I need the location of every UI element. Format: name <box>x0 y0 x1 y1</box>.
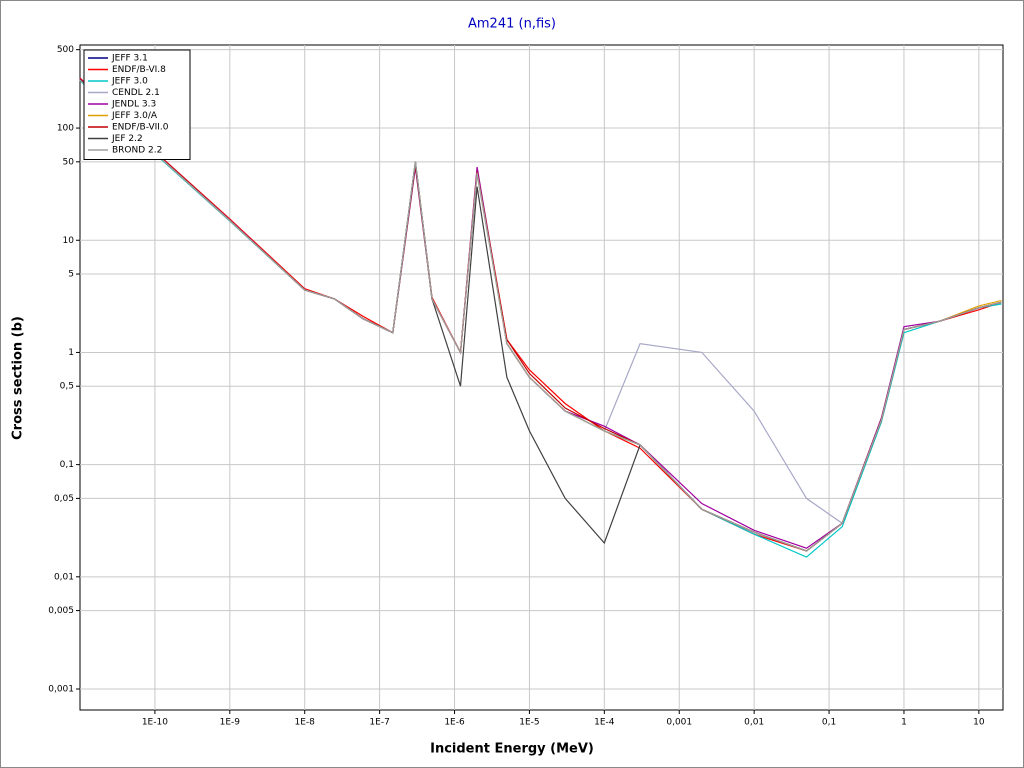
chart-title: Am241 (n,fis) <box>468 17 556 32</box>
legend-label: ENDF/B-VII.0 <box>112 123 169 133</box>
x-tick-label: 1E-7 <box>369 718 389 728</box>
x-tick-label: 1E-9 <box>220 718 241 728</box>
x-axis-label: Incident Energy (MeV) <box>430 742 594 757</box>
y-tick-label: 0,5 <box>60 382 74 392</box>
legend-label: BROND 2.2 <box>112 146 162 156</box>
x-tick-label: 1E-6 <box>444 718 465 728</box>
legend-label: ENDF/B-VI.8 <box>112 65 166 75</box>
x-tick-label: 1 <box>901 718 907 728</box>
x-tick-label: 1E-5 <box>519 718 539 728</box>
x-tick-label: 1E-10 <box>142 718 168 728</box>
y-tick-label: 10 <box>63 236 75 246</box>
legend-label: JEFF 3.0 <box>111 77 148 87</box>
y-tick-label: 500 <box>57 45 74 55</box>
y-tick-label: 0,005 <box>48 606 74 616</box>
legend-label: JEF 2.2 <box>111 134 143 144</box>
y-tick-label: 0,1 <box>60 460 74 470</box>
legend-label: JEFF 3.1 <box>111 54 148 64</box>
y-tick-label: 100 <box>57 124 74 134</box>
legend-label: CENDL 2.1 <box>112 88 160 98</box>
y-tick-label: 0,05 <box>54 494 74 504</box>
x-tick-label: 0,001 <box>666 718 692 728</box>
x-tick-label: 10 <box>973 718 985 728</box>
y-tick-label: 0,01 <box>54 572 74 582</box>
y-tick-label: 50 <box>63 157 75 167</box>
x-tick-label: 1E-4 <box>594 718 615 728</box>
y-tick-label: 5 <box>68 270 74 280</box>
x-tick-label: 1E-8 <box>295 718 316 728</box>
legend-label: JENDL 3.3 <box>111 100 156 110</box>
y-axis-label: Cross section (b) <box>11 316 26 440</box>
x-tick-label: 0,01 <box>744 718 764 728</box>
y-tick-label: 0,001 <box>48 685 74 695</box>
x-tick-label: 0,1 <box>822 718 836 728</box>
y-tick-label: 1 <box>68 348 74 358</box>
legend-label: JEFF 3.0/A <box>111 111 158 121</box>
series-line <box>79 79 1002 552</box>
plot-area <box>79 44 1004 711</box>
